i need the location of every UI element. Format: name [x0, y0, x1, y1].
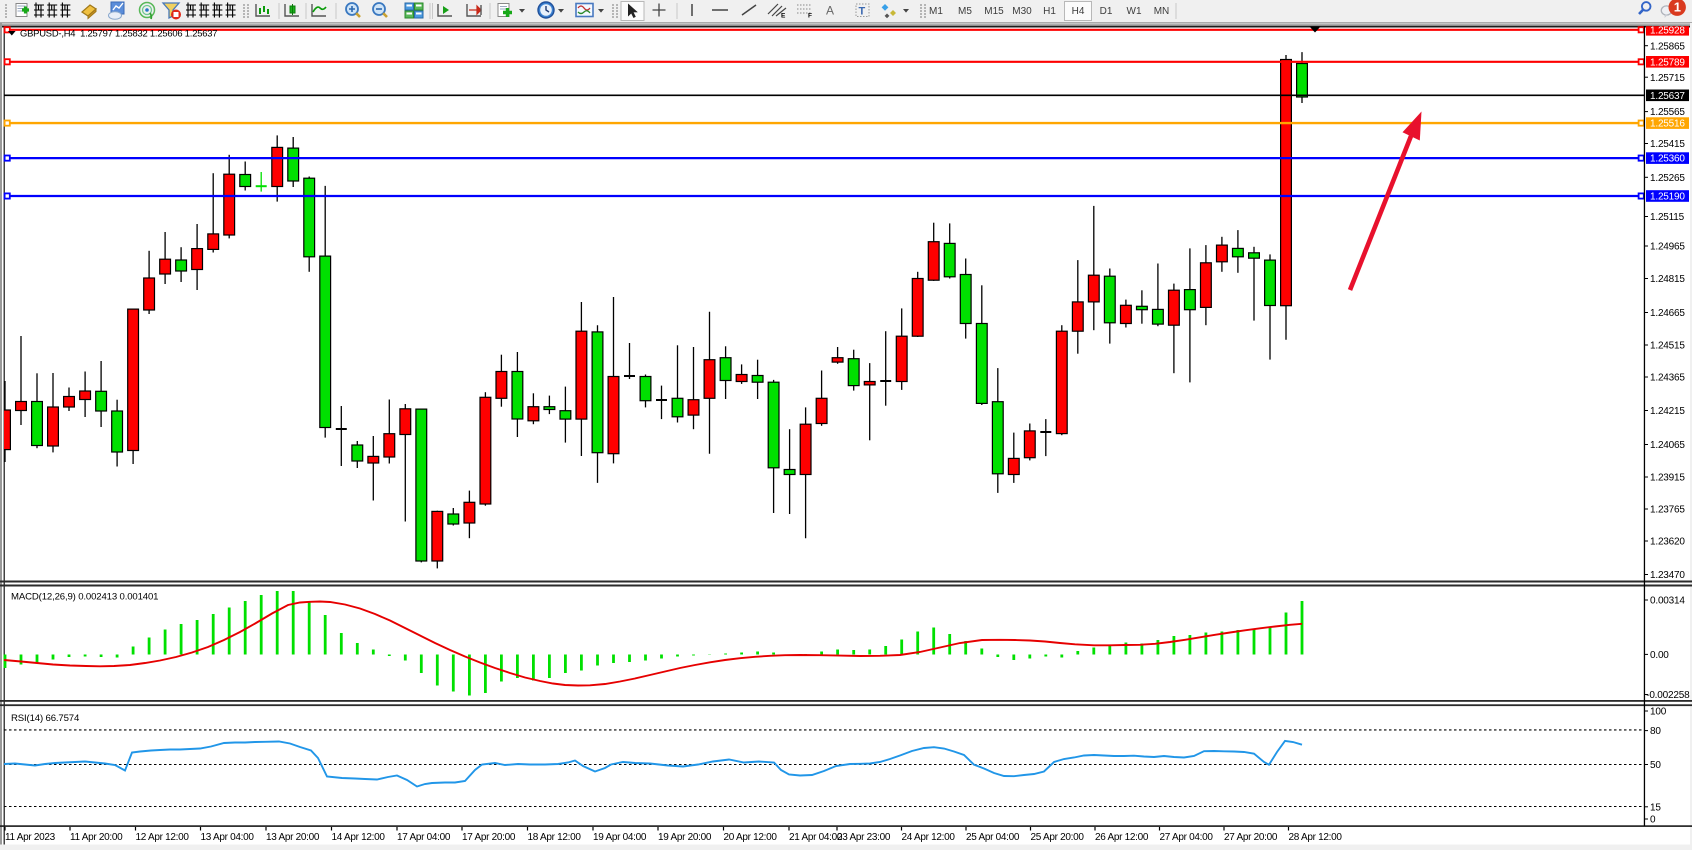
svg-text:1.25360: 1.25360	[1650, 154, 1685, 165]
svg-text:1.25190: 1.25190	[1650, 192, 1685, 203]
svg-text:12 Apr 12:00: 12 Apr 12:00	[136, 832, 190, 843]
svg-text:100: 100	[1650, 707, 1667, 718]
svg-text:-0.002258: -0.002258	[1646, 690, 1690, 701]
svg-text:1.24965: 1.24965	[1650, 242, 1685, 253]
svg-text:1.23470: 1.23470	[1650, 570, 1685, 581]
svg-text:14 Apr 12:00: 14 Apr 12:00	[332, 832, 386, 843]
svg-text:H1: H1	[1043, 6, 1056, 17]
svg-text:1.25115: 1.25115	[1650, 212, 1685, 223]
svg-text:MN: MN	[1154, 6, 1170, 17]
svg-text:18 Apr 12:00: 18 Apr 12:00	[528, 832, 582, 843]
svg-text:D1: D1	[1100, 6, 1113, 17]
svg-text:1.25516: 1.25516	[1650, 119, 1685, 130]
svg-text:0.00314: 0.00314	[1650, 596, 1685, 607]
svg-text:13 Apr 04:00: 13 Apr 04:00	[201, 832, 255, 843]
svg-text:RSI(14) 66.7574: RSI(14) 66.7574	[11, 713, 80, 724]
svg-text:19 Apr 04:00: 19 Apr 04:00	[593, 832, 647, 843]
svg-text:1.25789: 1.25789	[1650, 57, 1685, 68]
svg-text:23 Apr 23:00: 23 Apr 23:00	[837, 832, 891, 843]
svg-text:0: 0	[1650, 815, 1656, 826]
svg-text:W1: W1	[1127, 6, 1142, 17]
svg-text:1.25415: 1.25415	[1650, 139, 1685, 150]
svg-text:50: 50	[1650, 760, 1661, 771]
svg-text:M5: M5	[958, 6, 972, 17]
svg-text:1.25928: 1.25928	[1650, 25, 1685, 36]
svg-text:25 Apr 20:00: 25 Apr 20:00	[1031, 832, 1085, 843]
svg-text:1.24215: 1.24215	[1650, 406, 1685, 417]
svg-text:T: T	[859, 6, 866, 18]
svg-text:1.24365: 1.24365	[1650, 373, 1685, 384]
svg-text:A: A	[826, 4, 834, 18]
svg-text:26 Apr 12:00: 26 Apr 12:00	[1095, 832, 1149, 843]
svg-text:1.25865: 1.25865	[1650, 41, 1685, 52]
svg-text:0.00: 0.00	[1650, 650, 1669, 661]
svg-text:1: 1	[1674, 0, 1681, 15]
svg-text:1.23765: 1.23765	[1650, 505, 1685, 516]
svg-text:1.25637: 1.25637	[1650, 91, 1685, 102]
svg-text:27 Apr 20:00: 27 Apr 20:00	[1224, 832, 1278, 843]
svg-text:1.23620: 1.23620	[1650, 537, 1685, 548]
svg-text:M30: M30	[1012, 6, 1032, 17]
svg-text:80: 80	[1650, 726, 1661, 737]
svg-text:11 Apr 2023: 11 Apr 2023	[5, 832, 56, 843]
svg-text:1.24665: 1.24665	[1650, 308, 1685, 319]
svg-text:1.24815: 1.24815	[1650, 274, 1685, 285]
svg-text:20 Apr 12:00: 20 Apr 12:00	[724, 832, 778, 843]
svg-text:1.24065: 1.24065	[1650, 440, 1685, 451]
svg-text:E: E	[781, 13, 786, 20]
svg-text:19 Apr 20:00: 19 Apr 20:00	[658, 832, 712, 843]
svg-text:13 Apr 20:00: 13 Apr 20:00	[266, 832, 320, 843]
svg-text:1.24515: 1.24515	[1650, 341, 1685, 352]
svg-text:1.25715: 1.25715	[1650, 73, 1685, 84]
svg-text:H4: H4	[1072, 6, 1085, 17]
svg-text:25 Apr 04:00: 25 Apr 04:00	[966, 832, 1020, 843]
svg-text:21 Apr 04:00: 21 Apr 04:00	[789, 832, 843, 843]
svg-text:24 Apr 12:00: 24 Apr 12:00	[902, 832, 956, 843]
svg-text:1.25565: 1.25565	[1650, 107, 1685, 118]
svg-text:1.23915: 1.23915	[1650, 473, 1685, 484]
svg-text:M1: M1	[929, 6, 943, 17]
svg-text:M15: M15	[984, 6, 1004, 17]
svg-text:11 Apr 20:00: 11 Apr 20:00	[70, 832, 123, 843]
svg-text:F: F	[808, 13, 812, 20]
svg-text:15: 15	[1650, 802, 1661, 813]
svg-text:GBPUSD-,H4 1.25797 1.25832 1.: GBPUSD-,H4 1.25797 1.25832 1.25606 1.256…	[20, 28, 217, 39]
svg-text:27 Apr 04:00: 27 Apr 04:00	[1160, 832, 1214, 843]
svg-text:1.25265: 1.25265	[1650, 173, 1685, 184]
svg-text:17 Apr 04:00: 17 Apr 04:00	[397, 832, 451, 843]
svg-text:28 Apr 12:00: 28 Apr 12:00	[1289, 832, 1343, 843]
svg-text:MACD(12,26,9) 0.002413 0.00140: MACD(12,26,9) 0.002413 0.001401	[11, 592, 158, 603]
svg-text:17 Apr 20:00: 17 Apr 20:00	[462, 832, 516, 843]
